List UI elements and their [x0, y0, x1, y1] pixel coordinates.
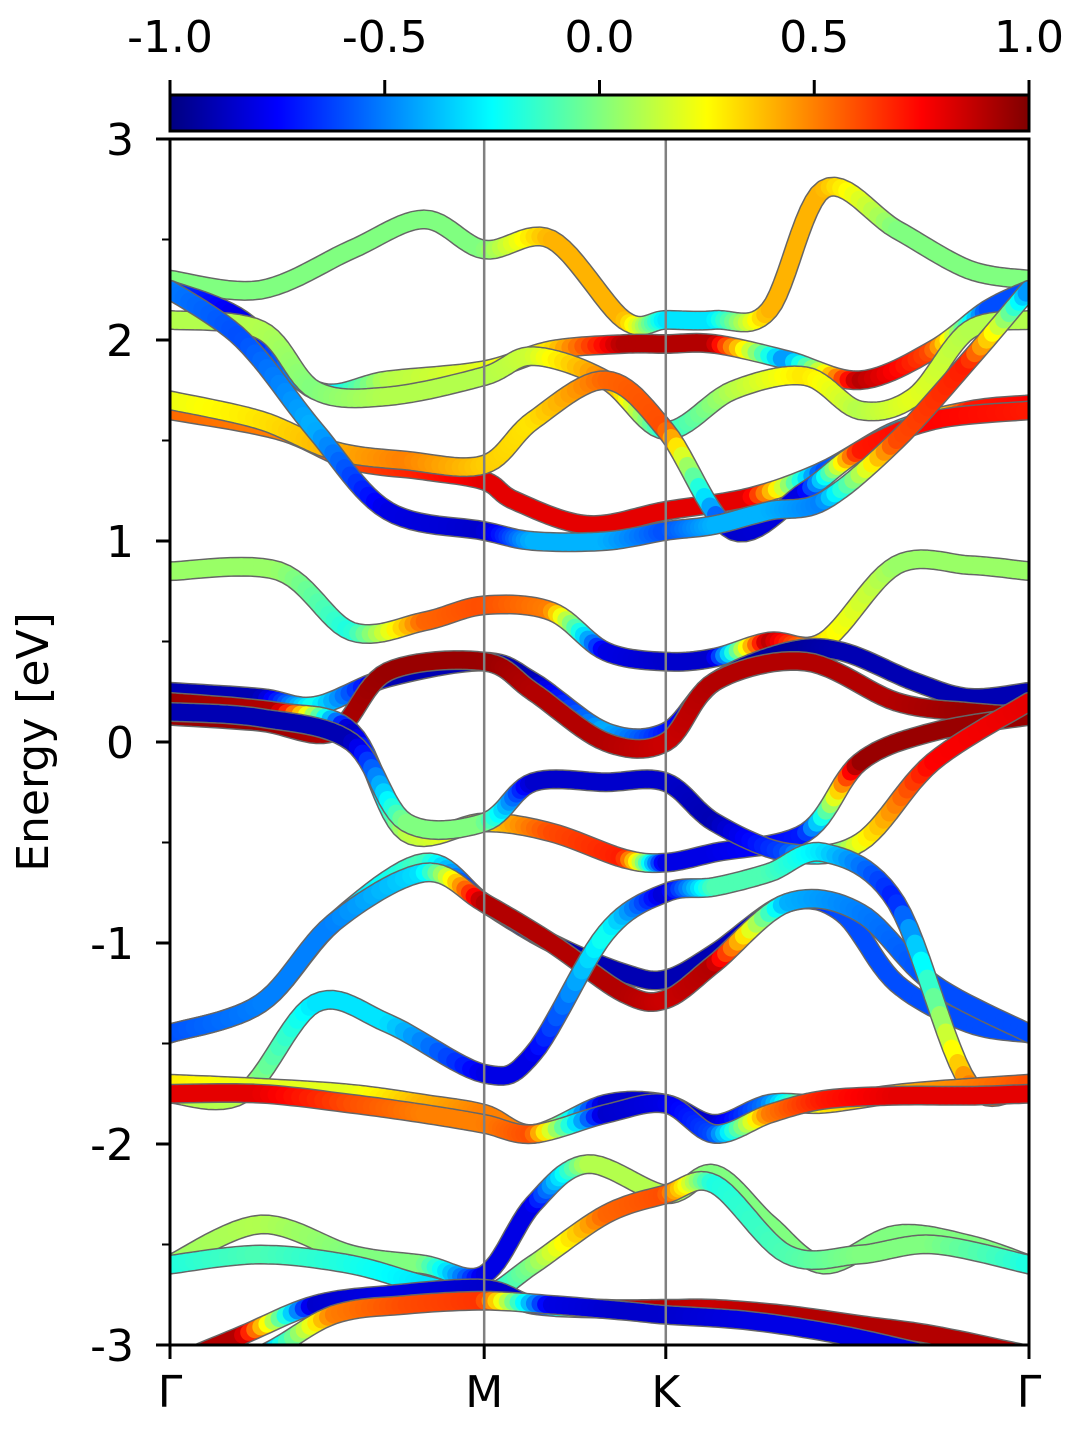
band-segment — [996, 1341, 1017, 1345]
band-segment — [941, 1357, 950, 1359]
band-segment — [196, 1343, 207, 1345]
band-segment — [950, 1359, 959, 1361]
band-segment — [211, 1370, 220, 1373]
colorbar-tick-label: 0.0 — [565, 12, 635, 63]
band-10 — [170, 691, 1029, 865]
y-tick-label: -3 — [90, 1321, 134, 1372]
band-segment — [201, 1337, 225, 1345]
band-segment — [262, 1340, 282, 1345]
band-segment — [178, 1360, 183, 1362]
high-symmetry-lines — [482, 139, 668, 1345]
colorbar-tick-label: 0.5 — [779, 12, 849, 63]
band-segment — [189, 1355, 195, 1358]
colorbar-tick-label: -0.5 — [342, 12, 428, 63]
band-0 — [170, 176, 1029, 336]
y-axis-title: Energy [eV] — [8, 612, 59, 872]
band-segment — [912, 1343, 927, 1345]
band-segment — [262, 1343, 273, 1345]
band-segment — [1005, 1342, 1022, 1345]
band-segment — [902, 1341, 923, 1345]
band-segment — [196, 1340, 217, 1345]
colorbar: -1.0 -0.5 0.0 0.5 1.0 — [127, 12, 1064, 133]
band-segment — [174, 1362, 178, 1364]
y-tick-label: 3 — [106, 115, 134, 166]
band-segment — [894, 1339, 917, 1345]
y-tick-label: 2 — [106, 316, 134, 367]
band-segment — [170, 1364, 174, 1366]
band-segment — [924, 1344, 926, 1345]
band-segment — [959, 1361, 968, 1363]
x-tick-label: K — [651, 1367, 681, 1418]
bands-layer — [170, 176, 1029, 1380]
band-segment — [986, 1339, 1011, 1345]
band-segment — [968, 1363, 977, 1365]
band-segment — [246, 1358, 254, 1361]
colorbar-ticks: -1.0 -0.5 0.0 0.5 1.0 — [127, 12, 1064, 95]
band-15 — [170, 1083, 1029, 1145]
band-segment — [194, 1375, 202, 1378]
band-segment — [202, 1373, 211, 1376]
band-segment — [933, 1355, 941, 1357]
band-12 — [170, 862, 1029, 1044]
band-segment — [995, 1368, 1003, 1370]
x-tick-label: Γ — [1017, 1367, 1042, 1418]
y-tick-label: 0 — [106, 718, 134, 769]
band-segment — [183, 1357, 189, 1359]
y-tick-label: 1 — [106, 517, 134, 568]
band-segment — [220, 1367, 229, 1370]
band-19 — [187, 1290, 1012, 1380]
x-tick-label: Γ — [158, 1367, 183, 1418]
band-segment — [229, 1364, 238, 1367]
band-segment — [237, 1361, 245, 1364]
colorbar-tick-label: -1.0 — [127, 12, 213, 63]
band-segment — [977, 1364, 986, 1366]
colorbar-gradient — [168, 93, 1031, 133]
band-segment — [1004, 1370, 1012, 1372]
band-segment — [987, 1366, 996, 1368]
colorbar-tick-label: 1.0 — [994, 12, 1064, 63]
y-axis: 3 2 1 0 -1 -2 -3 — [90, 115, 170, 1372]
band-6 — [170, 549, 1029, 672]
band-segment — [187, 1378, 195, 1380]
y-tick-label: -2 — [90, 1120, 134, 1171]
band-segment — [1014, 1344, 1023, 1345]
band-5 — [170, 279, 1029, 553]
x-tick-label: M — [465, 1367, 503, 1418]
y-tick-label: -1 — [90, 919, 134, 970]
band-segment — [886, 1337, 910, 1345]
band-segment — [254, 1355, 261, 1358]
